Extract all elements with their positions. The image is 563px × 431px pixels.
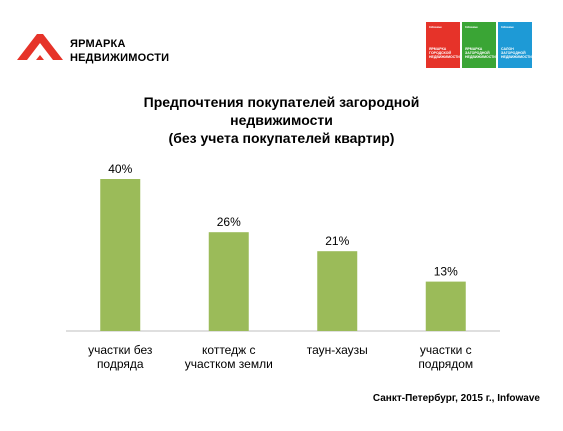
- badge-city-fair: Infowave ЯРМАРКА ГОРОДСКОЙ НЕДВИЖИМОСТИ: [426, 22, 460, 68]
- badge-brand: Infowave: [501, 25, 514, 29]
- category-label: таун-хаузы: [282, 343, 392, 357]
- category-label-line: подряда: [96, 357, 144, 371]
- category-label-line: коттедж с: [202, 343, 256, 357]
- category-label-line: таун-хаузы: [306, 343, 368, 357]
- bar: [425, 281, 466, 331]
- chart-title: Предпочтения покупателей загородной недв…: [0, 93, 563, 147]
- logo-line2: НЕДВИЖИМОСТИ: [70, 52, 170, 64]
- logo-roof-icon: [17, 34, 63, 60]
- badge-country-salon: Infowave САЛОН ЗАГОРОДНОЙ НЕДВИЖИМОСТИ: [498, 22, 532, 68]
- category-label: коттедж с участком земли: [174, 343, 284, 371]
- badge-country-fair: Infowave ЯРМАРКА ЗАГОРОДНОЙ НЕДВИЖИМОСТИ: [462, 22, 496, 68]
- title-line-1: Предпочтения покупателей загородной: [143, 94, 420, 110]
- badge-brand: Infowave: [429, 25, 442, 29]
- bar-value-label: 40%: [108, 162, 132, 176]
- badge-text: ЯРМАРКА ГОРОДСКОЙ НЕДВИЖИМОСТИ: [429, 47, 460, 59]
- bar-value-label: 26%: [217, 215, 241, 229]
- badge-brand: Infowave: [465, 25, 478, 29]
- category-label-line: участки с: [419, 343, 472, 357]
- category-label: участки без подряда: [65, 343, 175, 371]
- logo-line1: ЯРМАРКА: [70, 38, 126, 50]
- source-note: Санкт-Петербург, 2015 г., Infowave: [372, 393, 540, 404]
- title-line-3: (без учета покупателей квартир): [168, 130, 395, 146]
- bar-value-label: 13%: [434, 265, 458, 279]
- category-label-line: подрядом: [418, 357, 474, 371]
- bar: [208, 232, 249, 331]
- badge-text: ЯРМАРКА ЗАГОРОДНОЙ НЕДВИЖИМОСТИ: [465, 47, 496, 59]
- bar: [100, 179, 141, 331]
- category-label-line: участком земли: [184, 357, 273, 371]
- category-label-line: участки без: [88, 343, 153, 357]
- brand-logo: ЯРМАРКА НЕДВИЖИМОСТИ: [15, 30, 169, 70]
- title-line-2: недвижимости: [230, 112, 333, 128]
- category-label: участки с подрядом: [391, 343, 501, 371]
- badge-text: САЛОН ЗАГОРОДНОЙ НЕДВИЖИМОСТИ: [501, 47, 532, 59]
- bar: [317, 251, 358, 331]
- bar-value-label: 21%: [325, 234, 349, 248]
